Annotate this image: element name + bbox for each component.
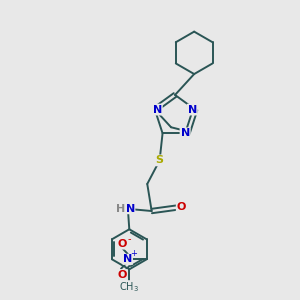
Text: N: N (181, 128, 190, 138)
Text: O: O (177, 202, 186, 212)
Text: H: H (116, 204, 125, 214)
Text: N: N (123, 254, 132, 264)
Text: O: O (118, 239, 127, 249)
Text: S: S (156, 155, 164, 165)
Text: +: + (130, 249, 137, 258)
Text: N: N (188, 105, 197, 115)
Text: CH$_3$: CH$_3$ (119, 281, 139, 295)
Text: N: N (153, 105, 162, 115)
Text: O: O (118, 270, 127, 280)
Text: N: N (126, 204, 135, 214)
Text: -: - (127, 235, 131, 244)
